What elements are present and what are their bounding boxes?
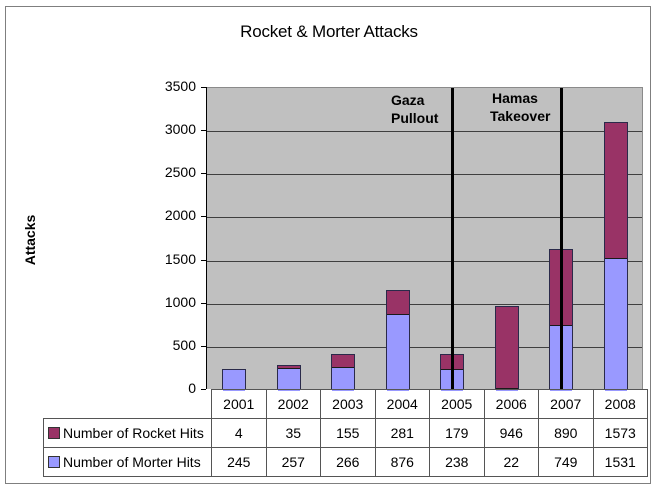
bar-segment-rocket (604, 123, 627, 259)
bar-segment-rocket (386, 291, 409, 316)
legend-label: Number of Morter Hits (63, 454, 201, 470)
x-category-label: 2002 (265, 389, 321, 419)
x-category-label: 2005 (429, 389, 485, 419)
gridline (207, 346, 642, 348)
bar-segment-morter (223, 369, 246, 391)
table-cell: 946 (483, 418, 539, 448)
data-table: 2001 2002 2003 2004 2005 2006 2007 2008 Number o… (43, 389, 648, 477)
y-axis-line (206, 87, 207, 389)
annotation-line-2005 (450, 88, 454, 390)
y-tick-mark (201, 302, 206, 304)
bar-2003 (331, 353, 356, 391)
legend-label: Number of Rocket Hits (63, 425, 204, 441)
table-cell: 4 (211, 418, 267, 448)
annotation-hamas-takeover: Hamas Takeover (490, 89, 550, 125)
table-cell: 749 (538, 447, 594, 477)
bar-2001 (222, 368, 247, 391)
y-tick-mark (201, 216, 206, 218)
x-category-label: 2001 (211, 389, 267, 419)
bar-segment-rocket (495, 307, 518, 390)
annotation-text: Gaza (391, 92, 425, 108)
bar-segment-morter (332, 368, 355, 391)
annotation-text: Pullout (391, 110, 439, 126)
legend-entry: Number of Morter Hits (43, 447, 212, 477)
annotation-text: Hamas (492, 90, 538, 106)
y-tick-mark (201, 345, 206, 347)
y-tick-label: 500 (172, 336, 196, 353)
gridline (207, 131, 642, 133)
annotation-text: Takeover (490, 108, 551, 124)
x-category-label: 2003 (320, 389, 376, 419)
table-cell: 266 (320, 447, 376, 477)
table-row: Number of Rocket Hits 4 35 155 281 179 946 890 1… (43, 418, 648, 448)
x-category-label: 2004 (374, 389, 430, 419)
table-cell: 35 (265, 418, 321, 448)
x-category-label: 2008 (592, 389, 648, 419)
bar-2006 (494, 306, 519, 391)
table-cell: 876 (374, 447, 430, 477)
legend-swatch-icon (48, 427, 60, 439)
bar-segment-morter (386, 315, 409, 391)
y-tick-label: 1500 (164, 250, 196, 267)
y-tick-label: 3000 (164, 121, 196, 138)
chart-title: Rocket & Morter Attacks (240, 22, 418, 41)
y-tick-label: 2500 (164, 164, 196, 181)
bar-segment-morter (604, 258, 627, 391)
x-category-label: 2006 (483, 389, 539, 419)
y-tick-mark (201, 130, 206, 132)
table-cell: 257 (265, 447, 321, 477)
bar-2008 (603, 122, 628, 391)
y-tick-mark (201, 87, 206, 88)
table-row: Number of Morter Hits 245 257 266 876 238 22 74… (43, 447, 648, 477)
gridline (207, 217, 642, 219)
y-axis-label: Attacks (22, 214, 38, 266)
legend-entry: Number of Rocket Hits (43, 418, 212, 448)
annotation-gaza-pullout: Gaza Pullout (391, 91, 438, 127)
legend-swatch-icon (48, 456, 60, 468)
y-tick-label: 2000 (164, 207, 196, 224)
y-tick-label: 1000 (164, 293, 196, 310)
bar-segment-rocket (277, 365, 300, 369)
annotation-line-2007 (559, 88, 563, 390)
y-tick-label: 3500 (164, 78, 196, 94)
table-cell: 22 (483, 447, 539, 477)
bar-2002 (276, 364, 301, 391)
y-tick-mark (201, 173, 206, 175)
x-category-label: 2007 (538, 389, 594, 419)
gridline (207, 260, 642, 262)
table-cell: 1531 (592, 447, 648, 477)
gridline (207, 174, 642, 176)
gridline (207, 303, 642, 305)
table-cell: 281 (374, 418, 430, 448)
table-cell: 890 (538, 418, 594, 448)
plot-area (207, 87, 643, 391)
table-cell: 1573 (592, 418, 648, 448)
table-cell: 179 (429, 418, 485, 448)
table-cell: 155 (320, 418, 376, 448)
bar-segment-morter (277, 368, 300, 391)
bar-segment-rocket (332, 354, 355, 369)
y-tick-mark (201, 259, 206, 261)
table-cell: 238 (429, 447, 485, 477)
bar-2004 (385, 290, 410, 391)
table-cell: 245 (211, 447, 267, 477)
table-corner (43, 389, 212, 419)
y-tick-label: 0 (188, 380, 196, 396)
